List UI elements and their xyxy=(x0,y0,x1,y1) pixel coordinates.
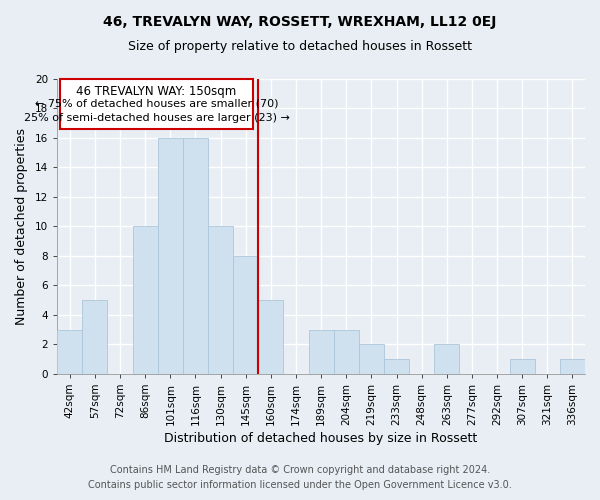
Bar xyxy=(82,300,107,374)
Bar xyxy=(509,359,535,374)
Bar xyxy=(384,359,409,374)
Bar xyxy=(359,344,384,374)
Bar xyxy=(233,256,258,374)
FancyBboxPatch shape xyxy=(60,79,253,129)
Bar xyxy=(183,138,208,374)
Bar xyxy=(258,300,283,374)
Bar xyxy=(434,344,460,374)
X-axis label: Distribution of detached houses by size in Rossett: Distribution of detached houses by size … xyxy=(164,432,478,445)
Text: Size of property relative to detached houses in Rossett: Size of property relative to detached ho… xyxy=(128,40,472,53)
Text: Contains HM Land Registry data © Crown copyright and database right 2024.
Contai: Contains HM Land Registry data © Crown c… xyxy=(88,465,512,490)
Y-axis label: Number of detached properties: Number of detached properties xyxy=(15,128,28,325)
Bar xyxy=(158,138,183,374)
Text: 25% of semi-detached houses are larger (23) →: 25% of semi-detached houses are larger (… xyxy=(23,113,289,123)
Text: ← 75% of detached houses are smaller (70): ← 75% of detached houses are smaller (70… xyxy=(35,98,278,108)
Bar xyxy=(57,330,82,374)
Text: 46 TREVALYN WAY: 150sqm: 46 TREVALYN WAY: 150sqm xyxy=(76,85,236,98)
Bar xyxy=(560,359,585,374)
Bar xyxy=(334,330,359,374)
Bar xyxy=(308,330,334,374)
Bar xyxy=(208,226,233,374)
Text: 46, TREVALYN WAY, ROSSETT, WREXHAM, LL12 0EJ: 46, TREVALYN WAY, ROSSETT, WREXHAM, LL12… xyxy=(103,15,497,29)
Bar xyxy=(133,226,158,374)
